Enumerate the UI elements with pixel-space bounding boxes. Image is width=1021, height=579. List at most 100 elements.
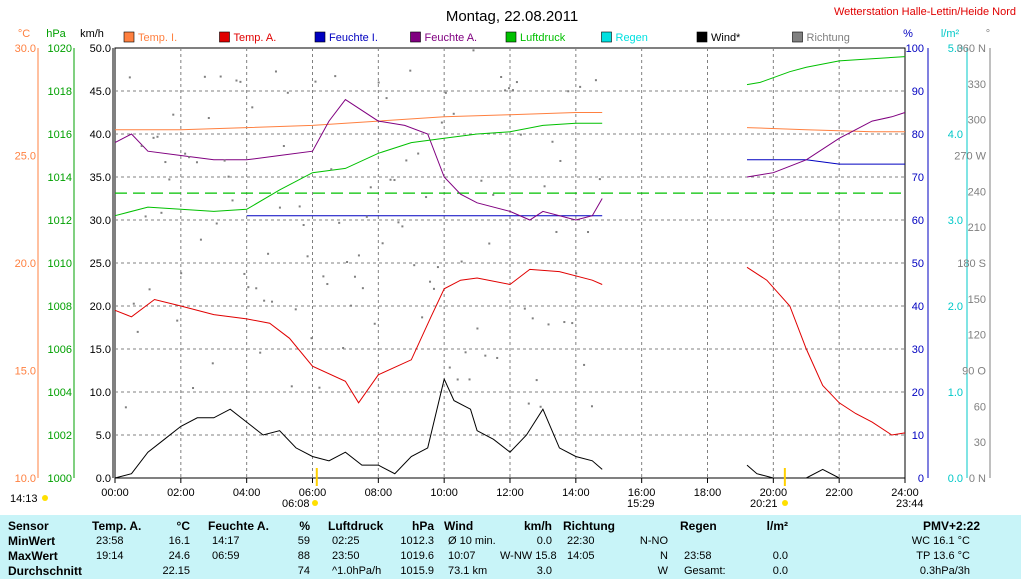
stat-value: 74 bbox=[297, 565, 310, 577]
direction-dot bbox=[259, 351, 262, 354]
direction-dot bbox=[484, 354, 487, 357]
stat-time: 73.1 km bbox=[448, 565, 488, 577]
direction-dot bbox=[350, 304, 353, 307]
stat-time: 23:58 bbox=[684, 550, 712, 562]
direction-dot bbox=[429, 280, 432, 283]
direction-dot bbox=[575, 272, 578, 275]
y-tick-label: 15.0 bbox=[15, 366, 36, 378]
x-tick-label: 18:00 bbox=[694, 487, 722, 499]
plot-frame bbox=[114, 47, 906, 479]
direction-dot bbox=[488, 242, 491, 245]
y-tick-label: 1012 bbox=[48, 215, 72, 227]
legend-label: Luftdruck bbox=[520, 32, 566, 44]
direction-dot bbox=[199, 238, 202, 241]
stat-value: 88 bbox=[297, 550, 310, 562]
direction-dot bbox=[330, 168, 333, 171]
direction-dot bbox=[223, 159, 226, 162]
y2-tick-label: 5.0 bbox=[948, 43, 963, 55]
direction-dot bbox=[401, 225, 404, 228]
direction-dot bbox=[322, 275, 325, 278]
stat-row-label: Sensor bbox=[8, 519, 49, 533]
direction-dot bbox=[298, 205, 301, 208]
y-tick-label: 1006 bbox=[48, 344, 72, 356]
direction-dot bbox=[432, 287, 435, 290]
x-tick-label: 00:00 bbox=[101, 487, 129, 499]
series-line bbox=[114, 98, 603, 221]
y-tick-label: 1014 bbox=[48, 172, 72, 184]
direction-dot bbox=[243, 272, 246, 275]
sun-icon bbox=[782, 500, 788, 506]
legend-swatch bbox=[314, 31, 326, 43]
direction-dot bbox=[504, 89, 507, 92]
grid-lines bbox=[114, 47, 906, 479]
series-line bbox=[746, 127, 905, 133]
stat-value: 0.0 bbox=[772, 565, 788, 577]
stat-value: 24.6 bbox=[168, 550, 190, 562]
x-tick-label: 12:00 bbox=[496, 487, 524, 499]
time-mark: 14:13 bbox=[10, 493, 38, 505]
series-line bbox=[746, 464, 905, 479]
direction-dot bbox=[365, 215, 368, 218]
stat-value: 59 bbox=[297, 535, 310, 547]
y2-tick-label: 80 bbox=[912, 129, 924, 141]
direction-dot bbox=[326, 283, 329, 286]
y-tick-label: 25.0 bbox=[15, 151, 36, 163]
direction-dot bbox=[334, 75, 337, 78]
y-tick-label: 25.0 bbox=[90, 258, 111, 270]
stat-value: 22.15 bbox=[162, 565, 190, 577]
direction-dot bbox=[290, 385, 293, 388]
statistics-panel: Sensor MinWert MaxWert Durchschnitt Temp. A.… bbox=[0, 515, 1021, 579]
station-name: Wetterstation Halle-Lettin/Heide Nord bbox=[834, 6, 1016, 18]
pmv-value: WC 16.1 °C bbox=[911, 535, 970, 547]
y2-tick-label: 30 bbox=[974, 437, 986, 449]
series-line bbox=[114, 122, 603, 217]
direction-dot bbox=[168, 178, 171, 181]
y-tick-label: 50.0 bbox=[90, 43, 111, 55]
y2-tick-label: 120 bbox=[968, 330, 986, 342]
direction-dot bbox=[590, 405, 593, 408]
direction-dot bbox=[456, 378, 459, 381]
time-mark: 23:44 bbox=[896, 498, 924, 510]
series-line bbox=[746, 266, 906, 436]
direction-dot bbox=[318, 386, 321, 389]
direction-dot bbox=[377, 81, 380, 84]
direction-dot bbox=[271, 300, 274, 303]
pmv-header: PMV+2:22 bbox=[922, 519, 980, 533]
direction-dot bbox=[338, 221, 341, 224]
y2-tick-label: 3.0 bbox=[948, 215, 963, 227]
direction-dot bbox=[144, 215, 147, 218]
y2-tick-label: 70 bbox=[912, 172, 924, 184]
y2-tick-label: 90 O bbox=[962, 366, 986, 378]
direction-dot bbox=[302, 224, 305, 227]
stat-value: 0.0 bbox=[536, 535, 552, 547]
direction-dot bbox=[511, 89, 514, 92]
time-mark: 15:29 bbox=[627, 498, 655, 510]
y2-tick-label: 50 bbox=[912, 258, 924, 270]
y-tick-label: 1020 bbox=[48, 43, 72, 55]
y-tick-label: 1010 bbox=[48, 258, 72, 270]
y2-tick-label: 40 bbox=[912, 301, 924, 313]
y2-tick-label: 210 bbox=[968, 222, 986, 234]
direction-dot bbox=[263, 299, 266, 302]
direction-dot bbox=[527, 402, 530, 405]
direction-dot bbox=[480, 179, 483, 182]
stat-value: N bbox=[660, 550, 668, 562]
direction-dot bbox=[203, 75, 206, 78]
x-tick-label: 06:00 bbox=[299, 487, 327, 499]
direction-dot bbox=[464, 351, 467, 354]
time-marks: 14:13 06:08 15:29 20:21 23:44 bbox=[10, 468, 924, 510]
direction-dot bbox=[421, 316, 424, 319]
time-mark: 20:21 bbox=[750, 498, 778, 510]
direction-dot bbox=[156, 135, 159, 138]
y-tick-label: 20.0 bbox=[15, 258, 36, 270]
direction-dot bbox=[188, 156, 191, 159]
y2-tick-label: 2.0 bbox=[948, 301, 963, 313]
direction-dot bbox=[547, 323, 550, 326]
direction-dot bbox=[286, 91, 289, 94]
y-tick-label: 10.0 bbox=[15, 473, 36, 485]
direction-dot bbox=[184, 152, 187, 155]
direction-dot bbox=[152, 136, 155, 139]
x-tick-label: 14:00 bbox=[562, 487, 590, 499]
direction-dot bbox=[579, 85, 582, 88]
direction-dot bbox=[136, 330, 139, 333]
